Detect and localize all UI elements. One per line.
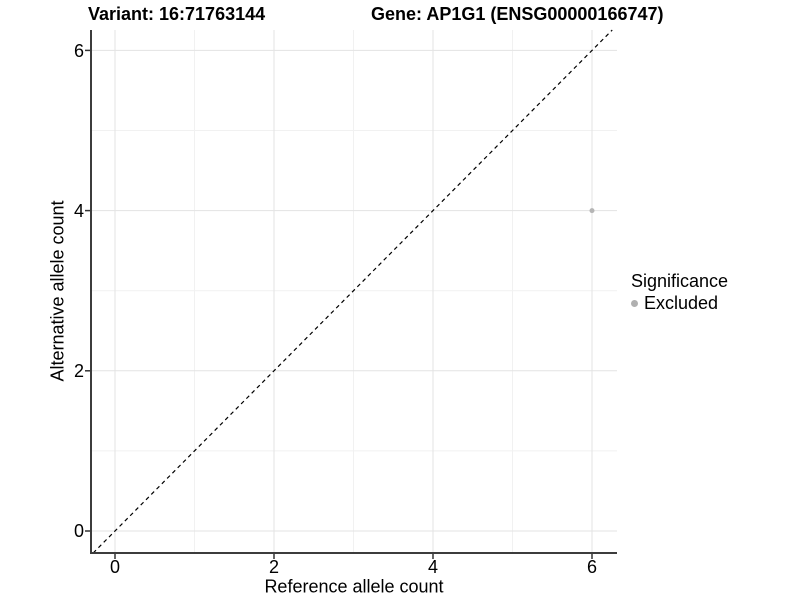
y-tick-label-2: 2 [73,361,84,381]
x-tick-label-2: 2 [268,557,280,577]
identity-dashed-line [92,29,613,554]
plot-title-variant: Variant: 16:71763144 [88,4,266,24]
legend: Significance Excluded [631,271,728,314]
x-tick-label-6: 6 [586,557,598,577]
y-tick-label-4: 4 [73,201,84,221]
legend-title: Significance [631,271,729,291]
legend-entry-label: Excluded [644,293,719,313]
x-tick-label-4: 4 [427,557,439,577]
legend-key-dot-icon [631,300,638,307]
x-axis-title: Reference allele count [264,576,444,597]
y-tick-label-6: 6 [73,41,84,61]
data-point [589,208,595,214]
x-tick-label-0: 0 [109,557,121,577]
y-tick-label-0: 0 [73,521,84,541]
y-axis-title: Alternative allele count [47,200,68,382]
plot-title-gene: Gene: AP1G1 (ENSG00000166747) [371,4,664,24]
legend-entry-excluded: Excluded [631,293,728,314]
